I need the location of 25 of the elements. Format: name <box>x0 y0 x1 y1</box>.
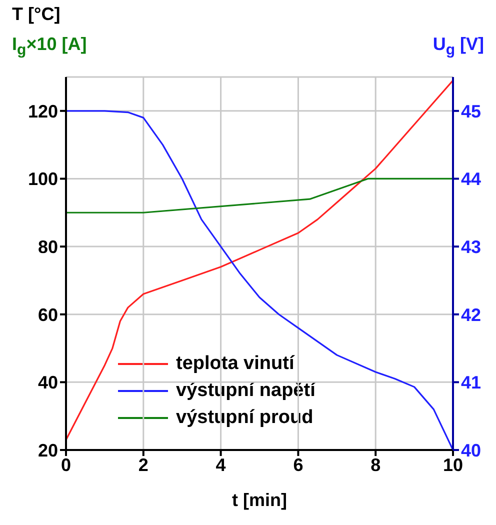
y-tick-label: 60 <box>38 304 58 325</box>
y2-tick-label: 44 <box>461 169 482 190</box>
legend-label: teplota vinutí <box>176 352 294 376</box>
text: I$_{g}$×10 [A] <box>12 34 87 59</box>
x-tick-label: 0 <box>60 454 72 475</box>
y-tick-label: 40 <box>38 372 58 393</box>
x-tick-label: 10 <box>442 454 464 475</box>
y2-tick-label: 43 <box>461 236 482 257</box>
y2-tick-label: 45 <box>461 101 482 122</box>
legend-label: výstupní proud <box>176 406 314 430</box>
x-axis-title: t [min] <box>231 490 288 511</box>
y2-axis-title: U$_{g}$ [V] <box>432 34 484 59</box>
x-tick-label: 2 <box>138 454 148 475</box>
legend-label: výstupní napětí <box>176 379 316 403</box>
y2-tick-label: 42 <box>461 304 482 325</box>
x-tick-label: 6 <box>293 454 304 475</box>
y-tick-label: 20 <box>38 440 58 460</box>
y2-tick-label: 41 <box>461 372 482 393</box>
y-axis-title: T [°C] <box>12 4 60 25</box>
y-tick-label: 100 <box>28 169 58 190</box>
x-tick-label: 4 <box>216 454 226 475</box>
y-tick-label: 120 <box>28 101 58 122</box>
y2-tick-label: 40 <box>461 440 482 460</box>
y-tick-label: 80 <box>38 236 58 257</box>
x-tick-label: 8 <box>370 454 381 475</box>
